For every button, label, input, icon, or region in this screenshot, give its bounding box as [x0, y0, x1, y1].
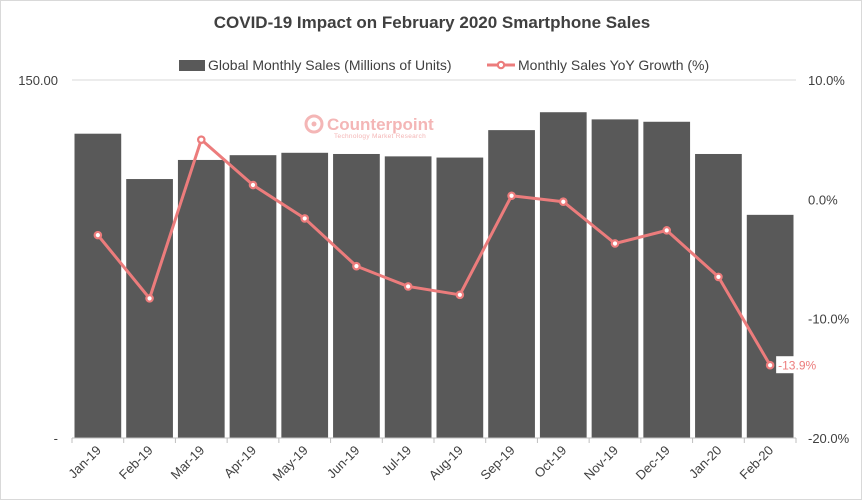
legend-marker — [496, 60, 506, 70]
bar-jun-19 — [333, 153, 380, 438]
logo-dot-icon — [311, 121, 317, 127]
data-labels: -13.9% — [776, 356, 825, 374]
x-tick-label: Mar-19 — [168, 443, 208, 483]
legend-label-growth: Monthly Sales YoY Growth (%) — [518, 57, 709, 73]
x-tick-label: May-19 — [270, 443, 311, 484]
bar-apr-19 — [229, 155, 277, 438]
growth-line — [96, 138, 772, 366]
y-right-tick-label: 10.0% — [808, 73, 845, 88]
y-right-tick-label: -20.0% — [808, 431, 850, 446]
bar-nov-19 — [591, 119, 639, 438]
legend-label-sales: Global Monthly Sales (Millions of Units) — [208, 57, 452, 73]
bar-mar-19 — [177, 159, 225, 438]
growth-point-dec-19 — [662, 226, 672, 235]
growth-point-apr-19 — [248, 180, 258, 190]
bar-feb-19 — [126, 179, 173, 438]
bar-feb-20 — [746, 214, 794, 438]
x-tick-label: Jun-19 — [324, 443, 363, 482]
bar-may-19 — [281, 152, 329, 438]
counterpoint-logo: Counterpoint Technology Market Research — [304, 114, 434, 140]
legend-bar-swatch — [179, 60, 205, 71]
bar-sep-19 — [488, 130, 535, 438]
growth-point-aug-19 — [455, 290, 465, 300]
logo-tagline: Technology Market Research — [334, 133, 426, 140]
data-label: -13.9% — [778, 359, 816, 373]
growth-point-jan-20 — [714, 272, 723, 282]
line-series — [93, 135, 775, 370]
x-tick-label: Jul-19 — [379, 443, 415, 479]
growth-point-oct-19 — [558, 197, 568, 207]
growth-point-jul-19 — [403, 282, 413, 291]
x-tick-label: Nov-19 — [581, 443, 621, 483]
x-axis-labels: Jan-19 Feb-19 Mar-19 Apr-19 May-19 Jun-19 Jul-… — [65, 443, 776, 484]
x-tick-label: Feb-19 — [116, 443, 156, 483]
growth-point-jun-19 — [352, 261, 361, 271]
bar-series — [74, 112, 794, 439]
x-tick-label: Jan-20 — [686, 443, 725, 482]
bar-oct-19 — [539, 112, 587, 438]
bar-jan-19 — [74, 133, 122, 438]
x-tick-label: Sep-19 — [477, 443, 517, 483]
x-tick-label: Jan-19 — [65, 443, 104, 482]
growth-point-feb-20 — [765, 360, 775, 370]
logo-ring-icon — [304, 114, 324, 134]
x-tick-label: Aug-19 — [426, 443, 466, 483]
data-label-background — [776, 356, 825, 374]
y-left-tick-max: 150.00 — [18, 73, 58, 88]
growth-point-sep-19 — [507, 191, 516, 201]
chart-title: COVID-19 Impact on February 2020 Smartph… — [214, 13, 650, 32]
x-axis-ticks — [71, 438, 797, 443]
growth-point-jan-19 — [93, 230, 103, 240]
growth-point-feb-19 — [145, 294, 154, 303]
x-tick-label: Feb-20 — [737, 443, 777, 483]
growth-point-nov-19 — [610, 239, 620, 248]
x-tick-label: Apr-19 — [221, 443, 259, 481]
logo-wordmark: Counterpoint — [327, 115, 434, 134]
y-left-tick-min: - — [54, 431, 58, 446]
growth-point-mar-19 — [196, 135, 206, 144]
bar-jan-20 — [695, 153, 742, 438]
bar-dec-19 — [643, 121, 691, 439]
y-right-tick-label: 0.0% — [808, 192, 838, 207]
x-tick-label: Oct-19 — [531, 443, 569, 481]
legend: Global Monthly Sales (Millions of Units)… — [179, 57, 709, 73]
y-right-tick-label: -10.0% — [808, 312, 850, 327]
bar-jul-19 — [384, 156, 432, 438]
growth-point-may-19 — [300, 214, 310, 223]
x-tick-label: Dec-19 — [633, 443, 673, 483]
y-right-ticks: 10.0% 0.0% -10.0% -20.0% — [808, 73, 850, 446]
